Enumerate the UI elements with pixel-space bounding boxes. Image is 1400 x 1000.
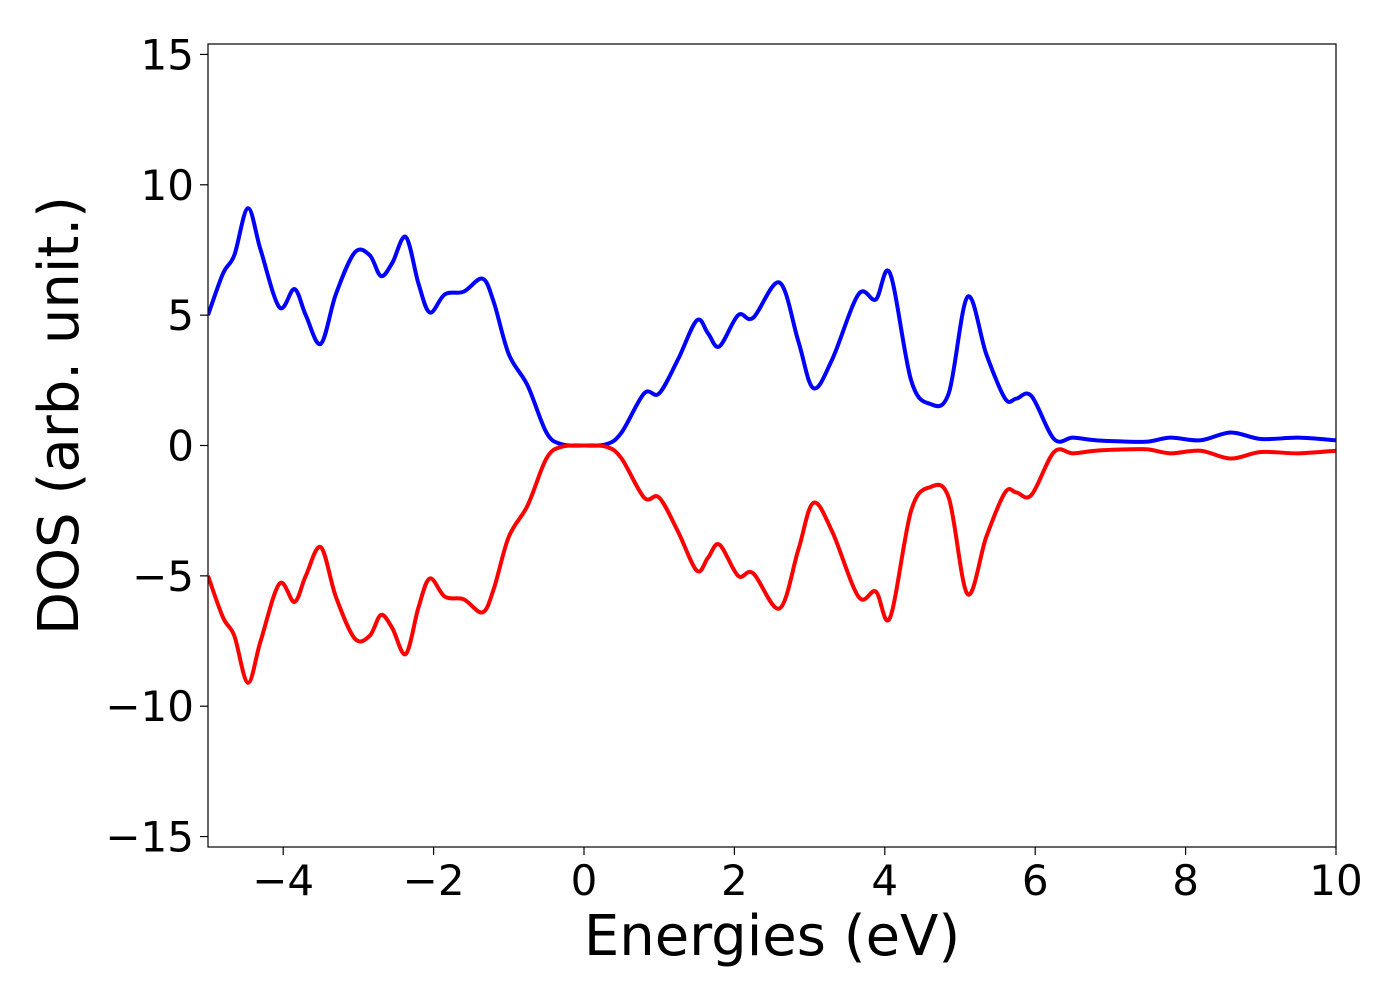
y-tick-label: 15	[141, 30, 194, 79]
y-tick-label: −10	[105, 682, 194, 731]
x-tick-label: −2	[403, 856, 465, 905]
x-tick-label: 8	[1172, 856, 1199, 905]
x-tick-label: −4	[252, 856, 314, 905]
y-tick-label: 10	[141, 161, 194, 210]
y-tick-label: 5	[167, 291, 194, 340]
y-axis-ticks: −15 −10 −5 0 5 10 15	[105, 30, 208, 862]
y-tick-label: −5	[132, 552, 194, 601]
x-axis-label: Energies (eV)	[584, 904, 960, 969]
y-tick-label: −15	[105, 813, 194, 862]
x-tick-label: 2	[721, 856, 748, 905]
x-tick-label: 10	[1309, 856, 1362, 905]
series-layer	[208, 206, 1336, 685]
x-tick-label: 6	[1022, 856, 1049, 905]
series-line-red	[208, 443, 1336, 685]
y-axis-label: DOS (arb. unit.)	[27, 196, 92, 635]
x-axis-ticks: −4 −2 0 2 4 6 8 10	[252, 847, 1363, 905]
x-tick-label: 4	[871, 856, 898, 905]
x-tick-label: 0	[571, 856, 598, 905]
series-line-blue	[208, 206, 1336, 448]
y-tick-label: 0	[167, 422, 194, 471]
